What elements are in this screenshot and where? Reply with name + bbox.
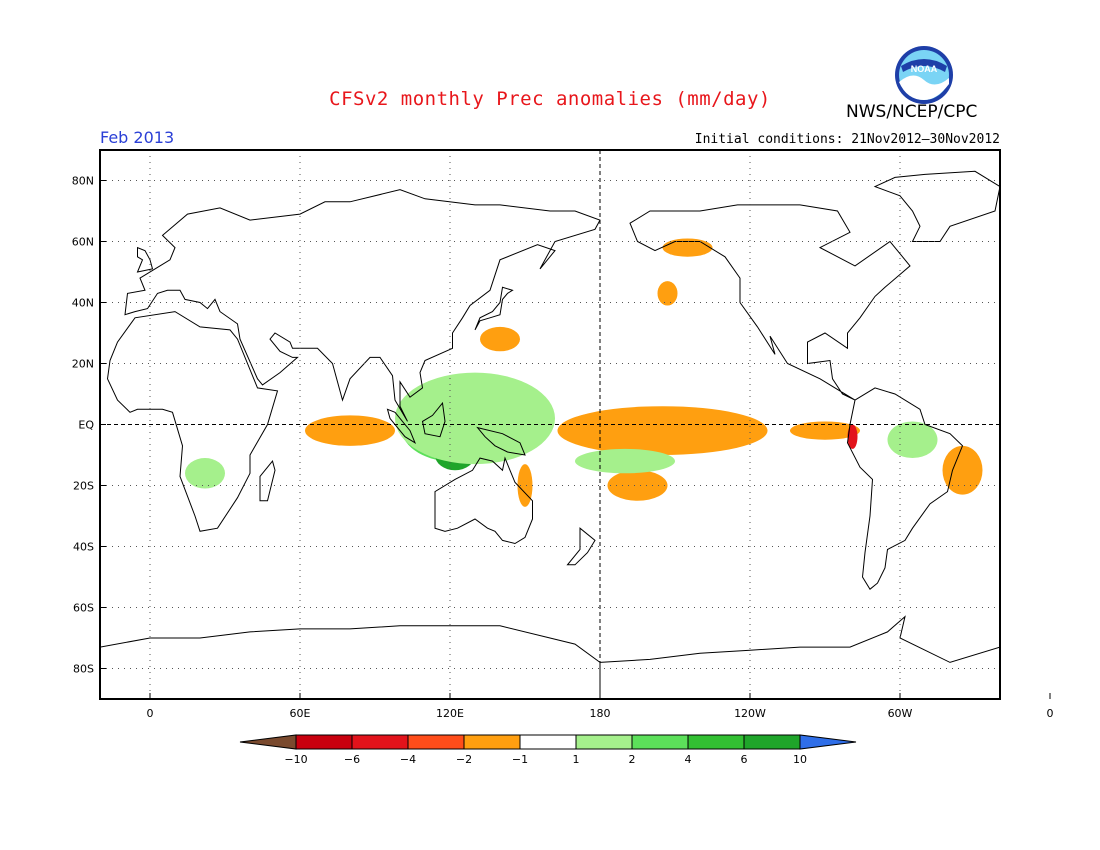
coastline-japan bbox=[474, 286, 514, 331]
lon-tick-label: 60W bbox=[888, 707, 913, 720]
forecast-period: Feb 2013 bbox=[100, 128, 175, 147]
colorbar-max-triangle bbox=[799, 734, 857, 750]
lon-tick-label: 60E bbox=[290, 707, 311, 720]
anomaly-south-africa-wet bbox=[185, 458, 225, 489]
colorbar-label: −6 bbox=[344, 753, 360, 766]
lat-tick-label: 80S bbox=[73, 663, 94, 676]
coastline-eurasia bbox=[124, 189, 601, 422]
lon-tick-label: 0 bbox=[147, 707, 154, 720]
latitude-tick-labels: 80N 60N 40N 20N EQ 20S 40S 60S 80S bbox=[72, 175, 106, 676]
land-outline-layer bbox=[100, 170, 1000, 699]
initial-conditions: Initial conditions: 21Nov2012–30Nov2012 bbox=[694, 132, 1000, 147]
colorbar-label: −2 bbox=[456, 753, 472, 766]
lon-tick-label: 0 bbox=[1047, 707, 1054, 720]
colorbar-box bbox=[687, 734, 745, 750]
colorbar-box bbox=[575, 734, 633, 750]
coastline-africa bbox=[106, 311, 279, 532]
anomaly-south-pacific-dry bbox=[607, 470, 668, 501]
colorbar-min-triangle bbox=[239, 734, 297, 750]
lat-tick-label: EQ bbox=[78, 419, 94, 432]
coastline-antarctica bbox=[100, 625, 601, 699]
lat-tick-label: 60S bbox=[73, 602, 94, 615]
colorbar-labels: −10 −6 −4 −2 −1 1 2 4 6 10 bbox=[284, 753, 807, 766]
anomaly-central-pacific-dry-edge bbox=[557, 406, 768, 455]
logo-text: NOAA bbox=[911, 64, 938, 74]
coastline-sumatra bbox=[386, 408, 417, 445]
lat-tick-label: 40N bbox=[72, 297, 94, 310]
colorbar-boxes bbox=[239, 734, 857, 750]
coastline-north-america bbox=[629, 204, 911, 401]
lon-tick-label: 180 bbox=[590, 707, 611, 720]
agency-label: NWS/NCEP/CPC bbox=[846, 102, 978, 122]
coastline-greenland bbox=[873, 170, 1000, 242]
anomaly-peru-dry bbox=[847, 424, 858, 449]
colorbar-label: −4 bbox=[400, 753, 416, 766]
longitude-tick-labels: 0 60E 120E 180 120W 60W 0 bbox=[147, 693, 1054, 720]
anomaly-brazil-dry bbox=[942, 445, 983, 495]
colorbar-box bbox=[295, 734, 353, 750]
anomaly-alaska-dry bbox=[662, 238, 713, 257]
coastline-uk bbox=[136, 246, 154, 273]
lat-tick-label: 20S bbox=[73, 480, 94, 493]
lat-tick-label: 80N bbox=[72, 175, 94, 188]
colorbar-box bbox=[519, 734, 577, 750]
anomaly-amazon-wet bbox=[887, 421, 938, 459]
colorbar-label: −1 bbox=[512, 753, 528, 766]
colorbar-box bbox=[743, 734, 801, 750]
lat-tick-label: 20N bbox=[72, 358, 94, 371]
coastline-borneo bbox=[421, 401, 446, 438]
anomaly-maritime-continent-wet-edge bbox=[395, 372, 555, 465]
colorbar-label: 1 bbox=[573, 753, 580, 766]
colorbar-label: 4 bbox=[685, 753, 692, 766]
anomaly-indian-ocean-dry-edge bbox=[305, 415, 395, 446]
lat-tick-label: 60N bbox=[72, 236, 94, 249]
colorbar-box bbox=[407, 734, 465, 750]
colorbar-box bbox=[463, 734, 521, 750]
anomaly-north-pacific-dry bbox=[657, 281, 678, 306]
coastline-australia bbox=[434, 456, 533, 545]
colorbar-label: 10 bbox=[793, 753, 807, 766]
colorbar-label: −10 bbox=[284, 753, 307, 766]
anomaly-japan-dry bbox=[480, 326, 520, 352]
colorbar-label: 6 bbox=[741, 753, 748, 766]
anomaly-layer bbox=[185, 238, 983, 507]
coastline-new-zealand bbox=[566, 527, 596, 566]
coastline-madagascar bbox=[259, 460, 276, 502]
noaa-logo: NOAA bbox=[893, 44, 955, 106]
coastline-antarctica bbox=[599, 615, 1000, 699]
colorbar-box bbox=[351, 734, 409, 750]
anomaly-east-pacific-dry bbox=[790, 421, 860, 440]
lon-tick-label: 120E bbox=[436, 707, 464, 720]
coastline-south-america bbox=[846, 387, 964, 590]
coastline-new-guinea bbox=[476, 426, 526, 456]
colorbar-label: 2 bbox=[629, 753, 636, 766]
lat-tick-label: 40S bbox=[73, 541, 94, 554]
colorbar-box bbox=[631, 734, 689, 750]
grid-layer bbox=[100, 150, 1000, 699]
lon-tick-label: 120W bbox=[734, 707, 766, 720]
chart-title: CFSv2 monthly Prec anomalies (mm/day) bbox=[329, 88, 771, 110]
